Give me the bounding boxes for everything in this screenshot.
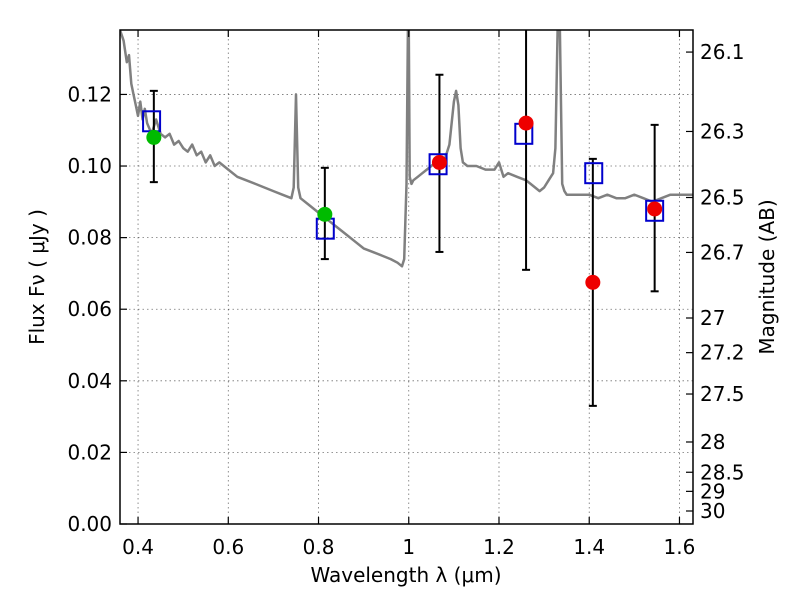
right-tick-label: 26.5 (700, 186, 745, 210)
plot-frame (119, 29, 694, 525)
x-tick-label: 1.4 (573, 535, 605, 559)
right-tick-label: 28.5 (700, 460, 745, 484)
right-tick-label: 30 (700, 499, 725, 523)
x-tick-label: 1.2 (483, 535, 515, 559)
x-tick-label: 1.6 (664, 535, 696, 559)
model-points (142, 110, 665, 240)
observed-point-marker (585, 274, 601, 290)
x-axis-label: Wavelength λ (μm) (310, 563, 501, 587)
y-axis-label: Flux Fν ( μJy ) (25, 209, 49, 345)
y-tick-label: 0.06 (67, 297, 112, 321)
model-point-marker (584, 162, 604, 185)
y-tick-label: 0.12 (67, 82, 112, 106)
right-tick-label: 29 (700, 479, 725, 503)
right-tick-label: 26.1 (700, 40, 745, 64)
x-axis-ticks: 0.4 0.6 0.8 1 1.2 1.4 1.6 (122, 30, 695, 559)
model-point-marker (645, 199, 665, 222)
y-tick-label: 0.02 (67, 440, 112, 464)
model-spectrum-line (120, 30, 693, 268)
right-tick-label: 27 (700, 306, 725, 330)
observed-point-marker (317, 206, 333, 222)
error-bars (149, 30, 659, 407)
y-tick-label: 0.00 (67, 512, 112, 536)
right-axis-label: Magnitude (AB) (755, 199, 779, 354)
y-tick-label: 0.04 (67, 369, 112, 393)
x-tick-label: 0.4 (122, 535, 154, 559)
right-tick-label: 27.5 (700, 382, 745, 406)
right-tick-label: 27.2 (700, 341, 745, 365)
observed-point-marker (647, 201, 663, 217)
y-tick-label: 0.08 (67, 226, 112, 250)
observed-points (146, 115, 663, 290)
observed-point-marker (146, 129, 162, 145)
x-tick-label: 0.6 (212, 535, 244, 559)
right-tick-label: 26.7 (700, 240, 745, 264)
spectrum-layer (120, 30, 693, 268)
y-tick-label: 0.10 (67, 154, 112, 178)
y-axis-ticks: 0.00 0.02 0.04 0.06 0.08 0.10 0.12 (67, 82, 127, 536)
right-tick-label: 26.3 (700, 119, 745, 143)
x-tick-label: 0.8 (303, 535, 335, 559)
observed-point-marker (431, 154, 447, 170)
right-tick-label: 28 (700, 430, 725, 454)
x-tick-label: 1 (402, 535, 415, 559)
observed-point-marker (518, 115, 534, 131)
